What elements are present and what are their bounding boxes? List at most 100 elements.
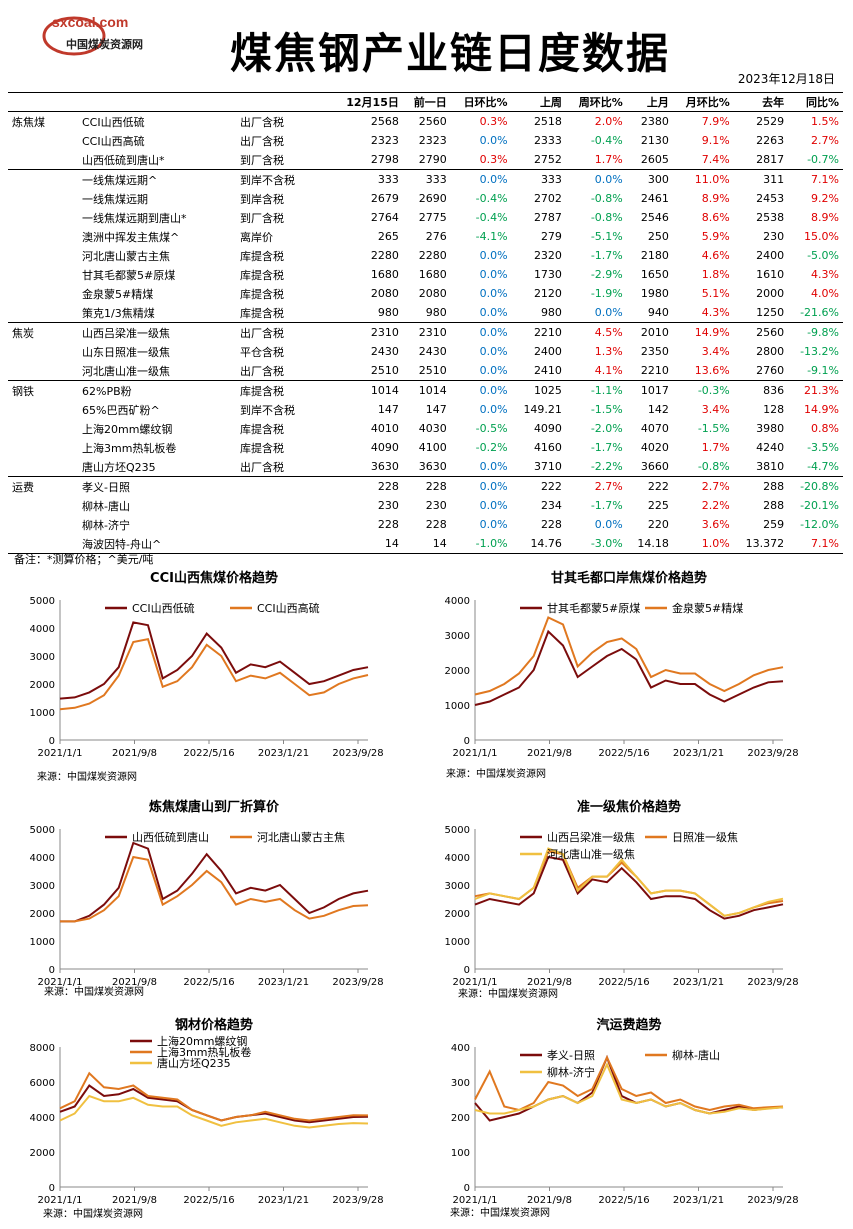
table-cell: 836 xyxy=(733,380,789,400)
table-cell: -0.4% xyxy=(590,134,623,147)
price-basis xyxy=(236,534,332,554)
series-line xyxy=(474,850,784,917)
category-label xyxy=(8,208,78,227)
product-name: 柳林-唐山 xyxy=(82,499,130,513)
table-cell: 0.0% xyxy=(479,134,508,147)
table-cell: 3.6% xyxy=(701,518,730,531)
table-cell: 279 xyxy=(540,230,562,243)
table-cell: 2560 xyxy=(402,111,451,131)
table-cell: 2702 xyxy=(533,192,562,205)
table-cell: 228 xyxy=(377,518,399,531)
table-cell: 7.9% xyxy=(672,111,734,131)
product-name: 河北唐山蒙古主焦 xyxy=(82,249,170,263)
category-label xyxy=(8,284,78,303)
table-cell: 2529 xyxy=(733,111,789,131)
table-cell: 14.9% xyxy=(672,322,734,342)
table-cell: 2798 xyxy=(370,153,399,166)
table-cell: 9.2% xyxy=(811,192,839,205)
product-name: CCI山西低硫 xyxy=(78,111,236,131)
table-cell: 2430 xyxy=(418,345,447,358)
series-line xyxy=(474,847,784,917)
product-name: 上海3mm热轧板卷 xyxy=(82,441,177,455)
table-cell: 3630 xyxy=(370,460,399,473)
column-header: 月环比% xyxy=(672,92,734,112)
table-cell: 0.0% xyxy=(594,518,623,531)
y-tick-label: 6000 xyxy=(30,1078,55,1089)
table-cell: 228 xyxy=(540,518,562,531)
table-cell: 2764 xyxy=(370,211,399,224)
category-label xyxy=(8,265,78,284)
y-tick-label: 400 xyxy=(451,1043,470,1054)
product-name: 河北唐山准一级焦 xyxy=(82,364,170,378)
table-cell: 2538 xyxy=(756,211,785,224)
table-cell: 8.9% xyxy=(701,192,730,205)
series-line xyxy=(474,1062,784,1115)
table-cell: 0.0% xyxy=(479,268,508,281)
table-cell: 333 xyxy=(332,169,403,189)
legend-label: 山西低硫到唐山 xyxy=(132,830,209,844)
y-tick-label: 5000 xyxy=(445,825,470,836)
table-cell: 980 xyxy=(377,306,399,319)
product-name: 一线焦煤远期^ xyxy=(78,169,236,189)
table-cell: 13.6% xyxy=(694,364,730,377)
legend-label: 河北唐山蒙古主焦 xyxy=(257,830,345,844)
table-cell: 0.0% xyxy=(479,403,508,416)
product-name: 一线焦煤远期到唐山* xyxy=(82,211,187,225)
table-cell: -20.8% xyxy=(788,476,843,496)
y-tick-label: 0 xyxy=(464,736,470,747)
product-name: 上海20mm螺纹钢 xyxy=(82,422,173,436)
x-tick-label: 2021/9/8 xyxy=(527,1195,572,1206)
y-tick-label: 0 xyxy=(49,1183,55,1194)
table-cell: 149.21 xyxy=(523,403,562,416)
table-cell: 5.1% xyxy=(701,287,730,300)
y-tick-label: 2000 xyxy=(30,680,55,691)
y-tick-label: 3000 xyxy=(445,631,470,642)
legend-label: CCI山西高硫 xyxy=(257,601,320,615)
table-cell: 311 xyxy=(733,169,789,189)
legend-label: 山西吕梁准一级焦 xyxy=(547,830,635,844)
category-label: 运费 xyxy=(8,476,78,496)
table-cell: 1980 xyxy=(640,287,669,300)
table-cell: -4.7% xyxy=(807,460,839,473)
table-cell: 2817 xyxy=(756,153,785,166)
legend-label: 甘其毛都蒙5#原煤 xyxy=(547,602,640,615)
price-table: 12月15日 前一日 日环比% 上周 周环比% 上月 月环比% 去年 同比% 炼… xyxy=(8,92,843,554)
table-row: 焦炭 山西吕梁准一级焦 出厂含税 2310 2310 0.0% 2210 4.5% 2010 14… xyxy=(8,322,843,342)
table-row: 甘其毛都蒙5#原煤 库提含税 1680 1680 0.0% 1730 -2.9% 1650 1.… xyxy=(8,265,843,284)
table-cell: 2775 xyxy=(418,211,447,224)
chart-cci-shanxi: CCI山西焦煤价格趋势 0 1000 2000 3000 4000 5000 2021/1/1… xyxy=(10,568,410,778)
chart-svg: 甘其毛都口岸焦煤价格趋势 0 1000 2000 3000 4000 2021/1/1 202… xyxy=(445,570,799,759)
series-line xyxy=(59,1071,369,1122)
table-cell: 2130 xyxy=(640,134,669,147)
category-label xyxy=(8,131,78,150)
table-cell: 147 xyxy=(425,403,447,416)
x-tick-label: 2022/5/16 xyxy=(183,1195,234,1206)
table-cell: 230 xyxy=(425,499,447,512)
table-cell: 2430 xyxy=(370,345,399,358)
legend-label: 上海20mm螺纹钢 xyxy=(157,1034,247,1048)
table-cell: 2120 xyxy=(533,287,562,300)
table-cell: 2280 xyxy=(418,249,447,262)
table-cell: 276 xyxy=(425,230,447,243)
table-cell: -0.5% xyxy=(475,422,508,435)
chart-title: CCI山西焦煤价格趋势 xyxy=(150,570,278,586)
table-cell: 8.6% xyxy=(701,211,730,224)
table-cell: 1.3% xyxy=(594,345,623,358)
logo-url[interactable]: sxcoal.com xyxy=(52,14,129,30)
table-cell: 0.0% xyxy=(450,476,512,496)
table-cell: 2510 xyxy=(370,364,399,377)
table-cell: 2010 xyxy=(626,322,673,342)
price-basis: 平仓含税 xyxy=(240,345,284,359)
table-cell: 4020 xyxy=(640,441,669,454)
x-tick-label: 2022/5/16 xyxy=(183,977,234,988)
product-name: 唐山方坯Q235 xyxy=(82,460,156,474)
x-tick-label: 2022/5/16 xyxy=(183,748,234,759)
price-basis: 出厂含税 xyxy=(236,322,332,342)
series-line xyxy=(59,638,369,711)
table-cell: 4.0% xyxy=(811,287,839,300)
report-date: 2023年12月18日 xyxy=(737,72,835,86)
table-header-row: 12月15日 前一日 日环比% 上周 周环比% 上月 月环比% 去年 同比% xyxy=(8,92,843,112)
price-basis xyxy=(236,496,332,515)
x-tick-label: 2023/9/28 xyxy=(332,1195,383,1206)
table-cell: -1.7% xyxy=(590,499,623,512)
